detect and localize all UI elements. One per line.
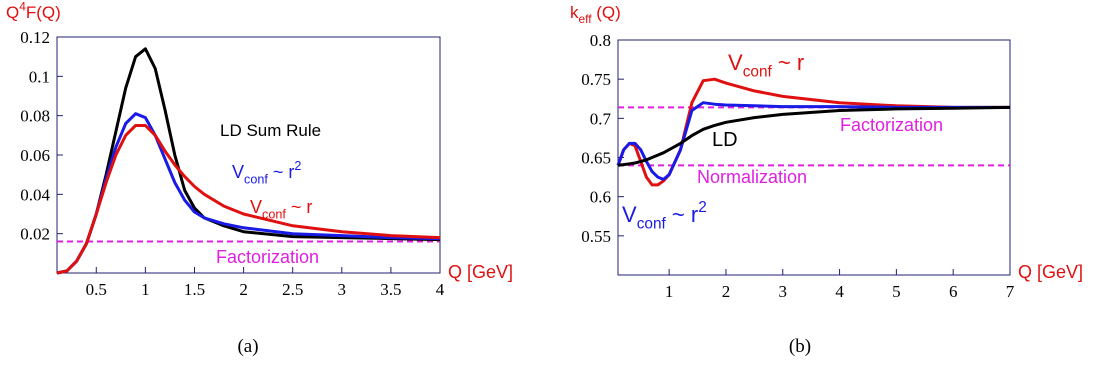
text-part: conf (743, 64, 773, 81)
text-part: ~ r (268, 162, 295, 182)
x-tick-label: 1 (665, 282, 674, 301)
data-line (616, 101, 1010, 181)
text-part: ~ r (772, 50, 804, 75)
text-part: V (622, 202, 637, 227)
text-part: conf (262, 207, 286, 221)
series-label: Vconf ~ r (728, 50, 804, 81)
x-tick-label: 1.5 (184, 280, 205, 299)
text-part: F(Q) (26, 3, 61, 22)
x-tick-label: 2.5 (282, 280, 303, 299)
series-label: Vconf ~ r2 (232, 159, 301, 187)
y-tick-label: 0.65 (581, 149, 611, 168)
data-line (616, 77, 1010, 187)
x-tick-label: 1 (141, 280, 150, 299)
reference-label: Factorization (840, 115, 943, 135)
text-part: ~ r (666, 202, 698, 227)
y-tick-label: 0.75 (581, 70, 611, 89)
text-part: Q (6, 3, 19, 22)
text-part: (Q) (592, 3, 621, 22)
reference-label: Normalization (697, 167, 807, 187)
series-label: LD (712, 129, 738, 151)
x-tick-label: 3 (779, 282, 788, 301)
series-label: Vconf ~ r2 (622, 199, 707, 233)
x-axis-label: Q [GeV] (448, 262, 513, 282)
y-tick-label: 0.08 (20, 107, 50, 126)
text-part: LD (712, 129, 738, 151)
x-tick-label: 3.5 (380, 280, 401, 299)
series-label: LD Sum Rule (220, 121, 321, 140)
text-part: conf (637, 216, 667, 233)
reference-label: Factorization (216, 247, 319, 267)
x-tick-label: 4 (835, 282, 844, 301)
x-tick-label: 5 (892, 282, 901, 301)
x-tick-label: 0.5 (86, 280, 107, 299)
x-tick-label: 6 (949, 282, 958, 301)
x-tick-label: 4 (436, 280, 445, 299)
text-part: 4 (19, 0, 26, 13)
data-line (617, 105, 1011, 167)
text-part: conf (244, 172, 268, 186)
text-part: eff (579, 12, 593, 26)
text-part: k (570, 3, 579, 22)
caption: (a) (237, 336, 258, 357)
text-part: V (232, 162, 244, 182)
text-part: ~ r (286, 197, 313, 217)
y-tick-label: 0.6 (590, 188, 611, 207)
text-part: 2 (698, 199, 707, 216)
text-part: V (250, 197, 262, 217)
text-part: 2 (294, 159, 301, 173)
x-tick-label: 7 (1006, 282, 1015, 301)
text-part: V (728, 50, 743, 75)
data-line (56, 124, 441, 275)
y-tick-label: 0.1 (29, 67, 50, 86)
y-tick-label: 0.12 (20, 28, 50, 47)
y-tick-label: 0.55 (581, 227, 611, 246)
x-tick-label: 2 (722, 282, 731, 301)
x-tick-label: 3 (338, 280, 347, 299)
y-tick-label: 0.7 (590, 109, 612, 128)
text-part: LD Sum Rule (220, 121, 321, 140)
y-axis-label: keff (Q) (570, 3, 621, 26)
y-tick-label: 0.8 (590, 31, 611, 50)
y-tick-label: 0.02 (20, 225, 50, 244)
y-tick-label: 0.06 (20, 146, 50, 165)
caption: (b) (789, 336, 811, 357)
x-tick-label: 2 (239, 280, 248, 299)
series-label: Vconf ~ r (250, 197, 312, 221)
y-tick-label: 0.04 (20, 185, 50, 204)
y-axis-label: Q4F(Q) (6, 0, 61, 22)
x-axis-label: Q [GeV] (1018, 262, 1083, 282)
